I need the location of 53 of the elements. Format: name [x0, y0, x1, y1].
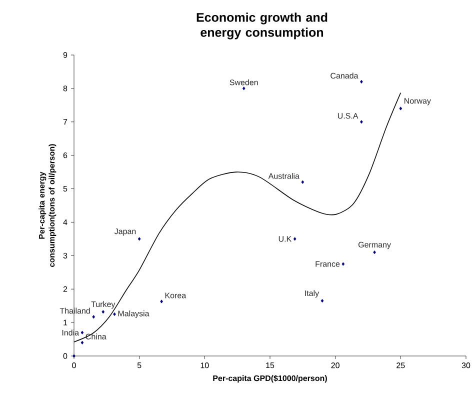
- x-tick-label: 20: [331, 362, 340, 368]
- y-tick-label: 7: [63, 119, 68, 125]
- annotation: Italy: [305, 290, 320, 298]
- y-tick-label: 1: [64, 320, 68, 326]
- y-tick-label: 8: [63, 86, 68, 92]
- annotation: Korea: [165, 292, 186, 298]
- x-axis-title: Per-capita GPD($1000/person): [213, 375, 327, 383]
- annotation: Australia: [268, 173, 300, 179]
- x-tick-label: 10: [200, 362, 209, 368]
- annotation: India: [62, 330, 80, 336]
- y-tick-label: 6: [63, 152, 68, 158]
- point: [301, 180, 304, 184]
- point: [360, 120, 363, 124]
- point: [342, 262, 345, 266]
- point: [293, 237, 296, 241]
- y-axis-title: Per-capita energy consumption(tons of oil/person): [38, 144, 56, 267]
- point: [320, 299, 324, 303]
- annotation: Germany: [358, 242, 391, 250]
- x-tick-label: 25: [396, 362, 405, 368]
- annotation: Turkey: [91, 301, 116, 309]
- point: [399, 106, 402, 110]
- y-tick-label: 3: [63, 252, 68, 258]
- annotation: China: [86, 334, 106, 340]
- point: [80, 330, 84, 334]
- chart-title: Economic growth and energy consumption: [196, 12, 328, 40]
- point: [138, 237, 141, 241]
- point: [102, 310, 105, 314]
- point: [242, 86, 246, 90]
- y-tick-label: 5: [63, 186, 68, 192]
- y-tick-label: 0: [63, 353, 68, 359]
- y-tick-label: 2: [63, 286, 68, 292]
- point: [92, 315, 95, 319]
- point: [360, 80, 363, 84]
- annotation: Malaysia: [118, 310, 150, 318]
- x-tick-label: 15: [266, 362, 274, 368]
- annotation: Sweden: [230, 79, 258, 86]
- x-tick-label: 5: [137, 362, 142, 368]
- annotation: Thailand: [60, 308, 90, 314]
- annotation: Norway: [404, 98, 431, 106]
- x-tick-label: 0: [72, 362, 76, 368]
- annotation: U.K: [278, 236, 292, 242]
- annotation: France: [316, 261, 340, 267]
- annotation: Canada: [330, 72, 358, 79]
- y-tick-label: 4: [63, 219, 68, 225]
- point: [80, 340, 84, 344]
- annotation: U.S.A: [338, 113, 358, 119]
- point: [160, 300, 163, 304]
- point: [113, 312, 116, 316]
- annotation: Japan: [114, 228, 136, 236]
- point: [373, 250, 376, 254]
- x-tick-label: 30: [462, 362, 470, 368]
- y-tick-label: 9: [63, 52, 68, 58]
- point: [72, 354, 76, 358]
